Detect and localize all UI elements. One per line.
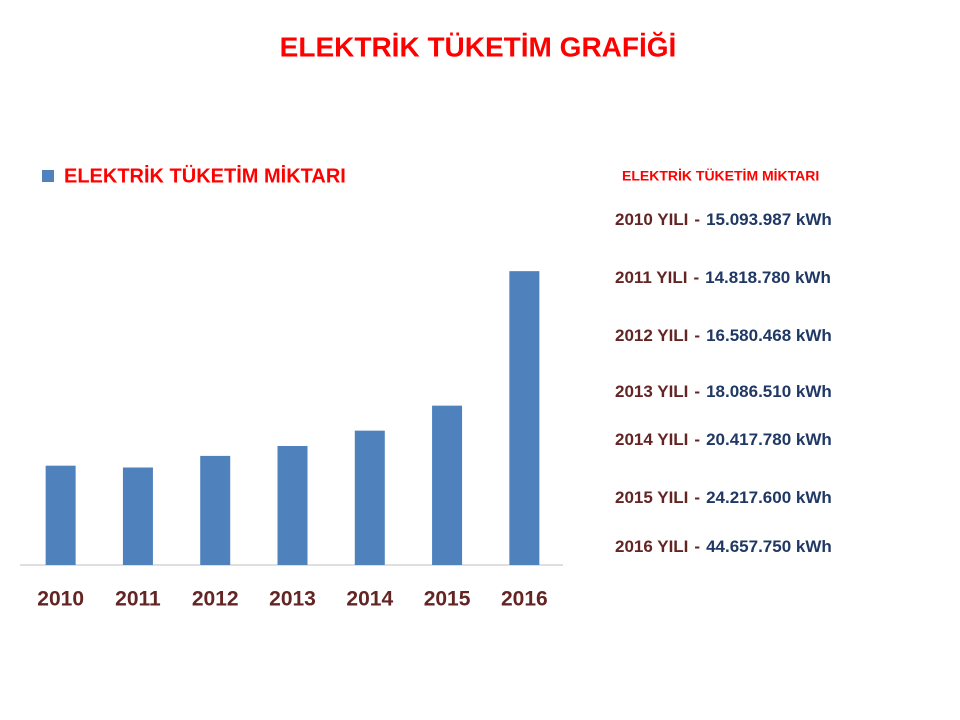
x-tick-label: 2012	[192, 588, 239, 611]
bar	[277, 445, 308, 565]
x-tick-label: 2014	[346, 588, 393, 611]
list-amount: 16.580.468 kWh	[706, 326, 832, 345]
bar	[509, 271, 540, 565]
bar	[432, 405, 463, 565]
bar	[45, 465, 76, 565]
slide-title: ELEKTRİK TÜKETİM GRAFİĞİ	[280, 31, 677, 62]
bar	[200, 455, 231, 565]
list-year: 2014 YILI	[615, 430, 688, 449]
list-amount: 24.217.600 kWh	[706, 488, 832, 507]
list-separator: -	[694, 537, 700, 556]
list-separator: -	[694, 488, 700, 507]
list-amount: 15.093.987 kWh	[706, 210, 832, 229]
list-year: 2016 YILI	[615, 537, 688, 556]
list-item: 2014 YILI -20.417.780 kWh	[615, 430, 832, 449]
list-separator: -	[694, 382, 700, 401]
x-tick-label: 2013	[269, 588, 316, 611]
list-amount: 18.086.510 kWh	[706, 382, 832, 401]
x-tick-label: 2010	[37, 588, 84, 611]
list-amount: 14.818.780 kWh	[705, 268, 831, 287]
x-tick-label: 2011	[115, 588, 161, 611]
list-item: 2010 YILI -15.093.987 kWh	[615, 210, 832, 229]
bar	[122, 467, 153, 565]
list-amount: 20.417.780 kWh	[706, 430, 832, 449]
legend-label: ELEKTRİK TÜKETİM MİKTARI	[64, 164, 346, 187]
x-tick-label: 2015	[424, 588, 471, 611]
list-item: 2016 YILI -44.657.750 kWh	[615, 537, 832, 556]
list-item: 2011 YILI -14.818.780 kWh	[615, 268, 831, 287]
list-separator: -	[694, 430, 700, 449]
list-title: ELEKTRİK TÜKETİM MİKTARI	[622, 168, 819, 184]
list-item: 2012 YILI -16.580.468 kWh	[615, 326, 832, 345]
list-item: 2015 YILI -24.217.600 kWh	[615, 488, 832, 507]
legend-swatch	[42, 170, 54, 182]
list-amount: 44.657.750 kWh	[706, 537, 832, 556]
list-year: 2011 YILI	[615, 268, 687, 287]
list-year: 2010 YILI	[615, 210, 688, 229]
bar	[354, 430, 385, 565]
list-year: 2013 YILI	[615, 382, 688, 401]
x-tick-label: 2016	[501, 588, 548, 611]
list-item: 2013 YILI -18.086.510 kWh	[615, 382, 832, 401]
list-year: 2012 YILI	[615, 326, 688, 345]
list-separator: -	[694, 326, 700, 345]
list-separator: -	[694, 210, 700, 229]
list-separator: -	[693, 268, 699, 287]
list-year: 2015 YILI	[615, 488, 688, 507]
